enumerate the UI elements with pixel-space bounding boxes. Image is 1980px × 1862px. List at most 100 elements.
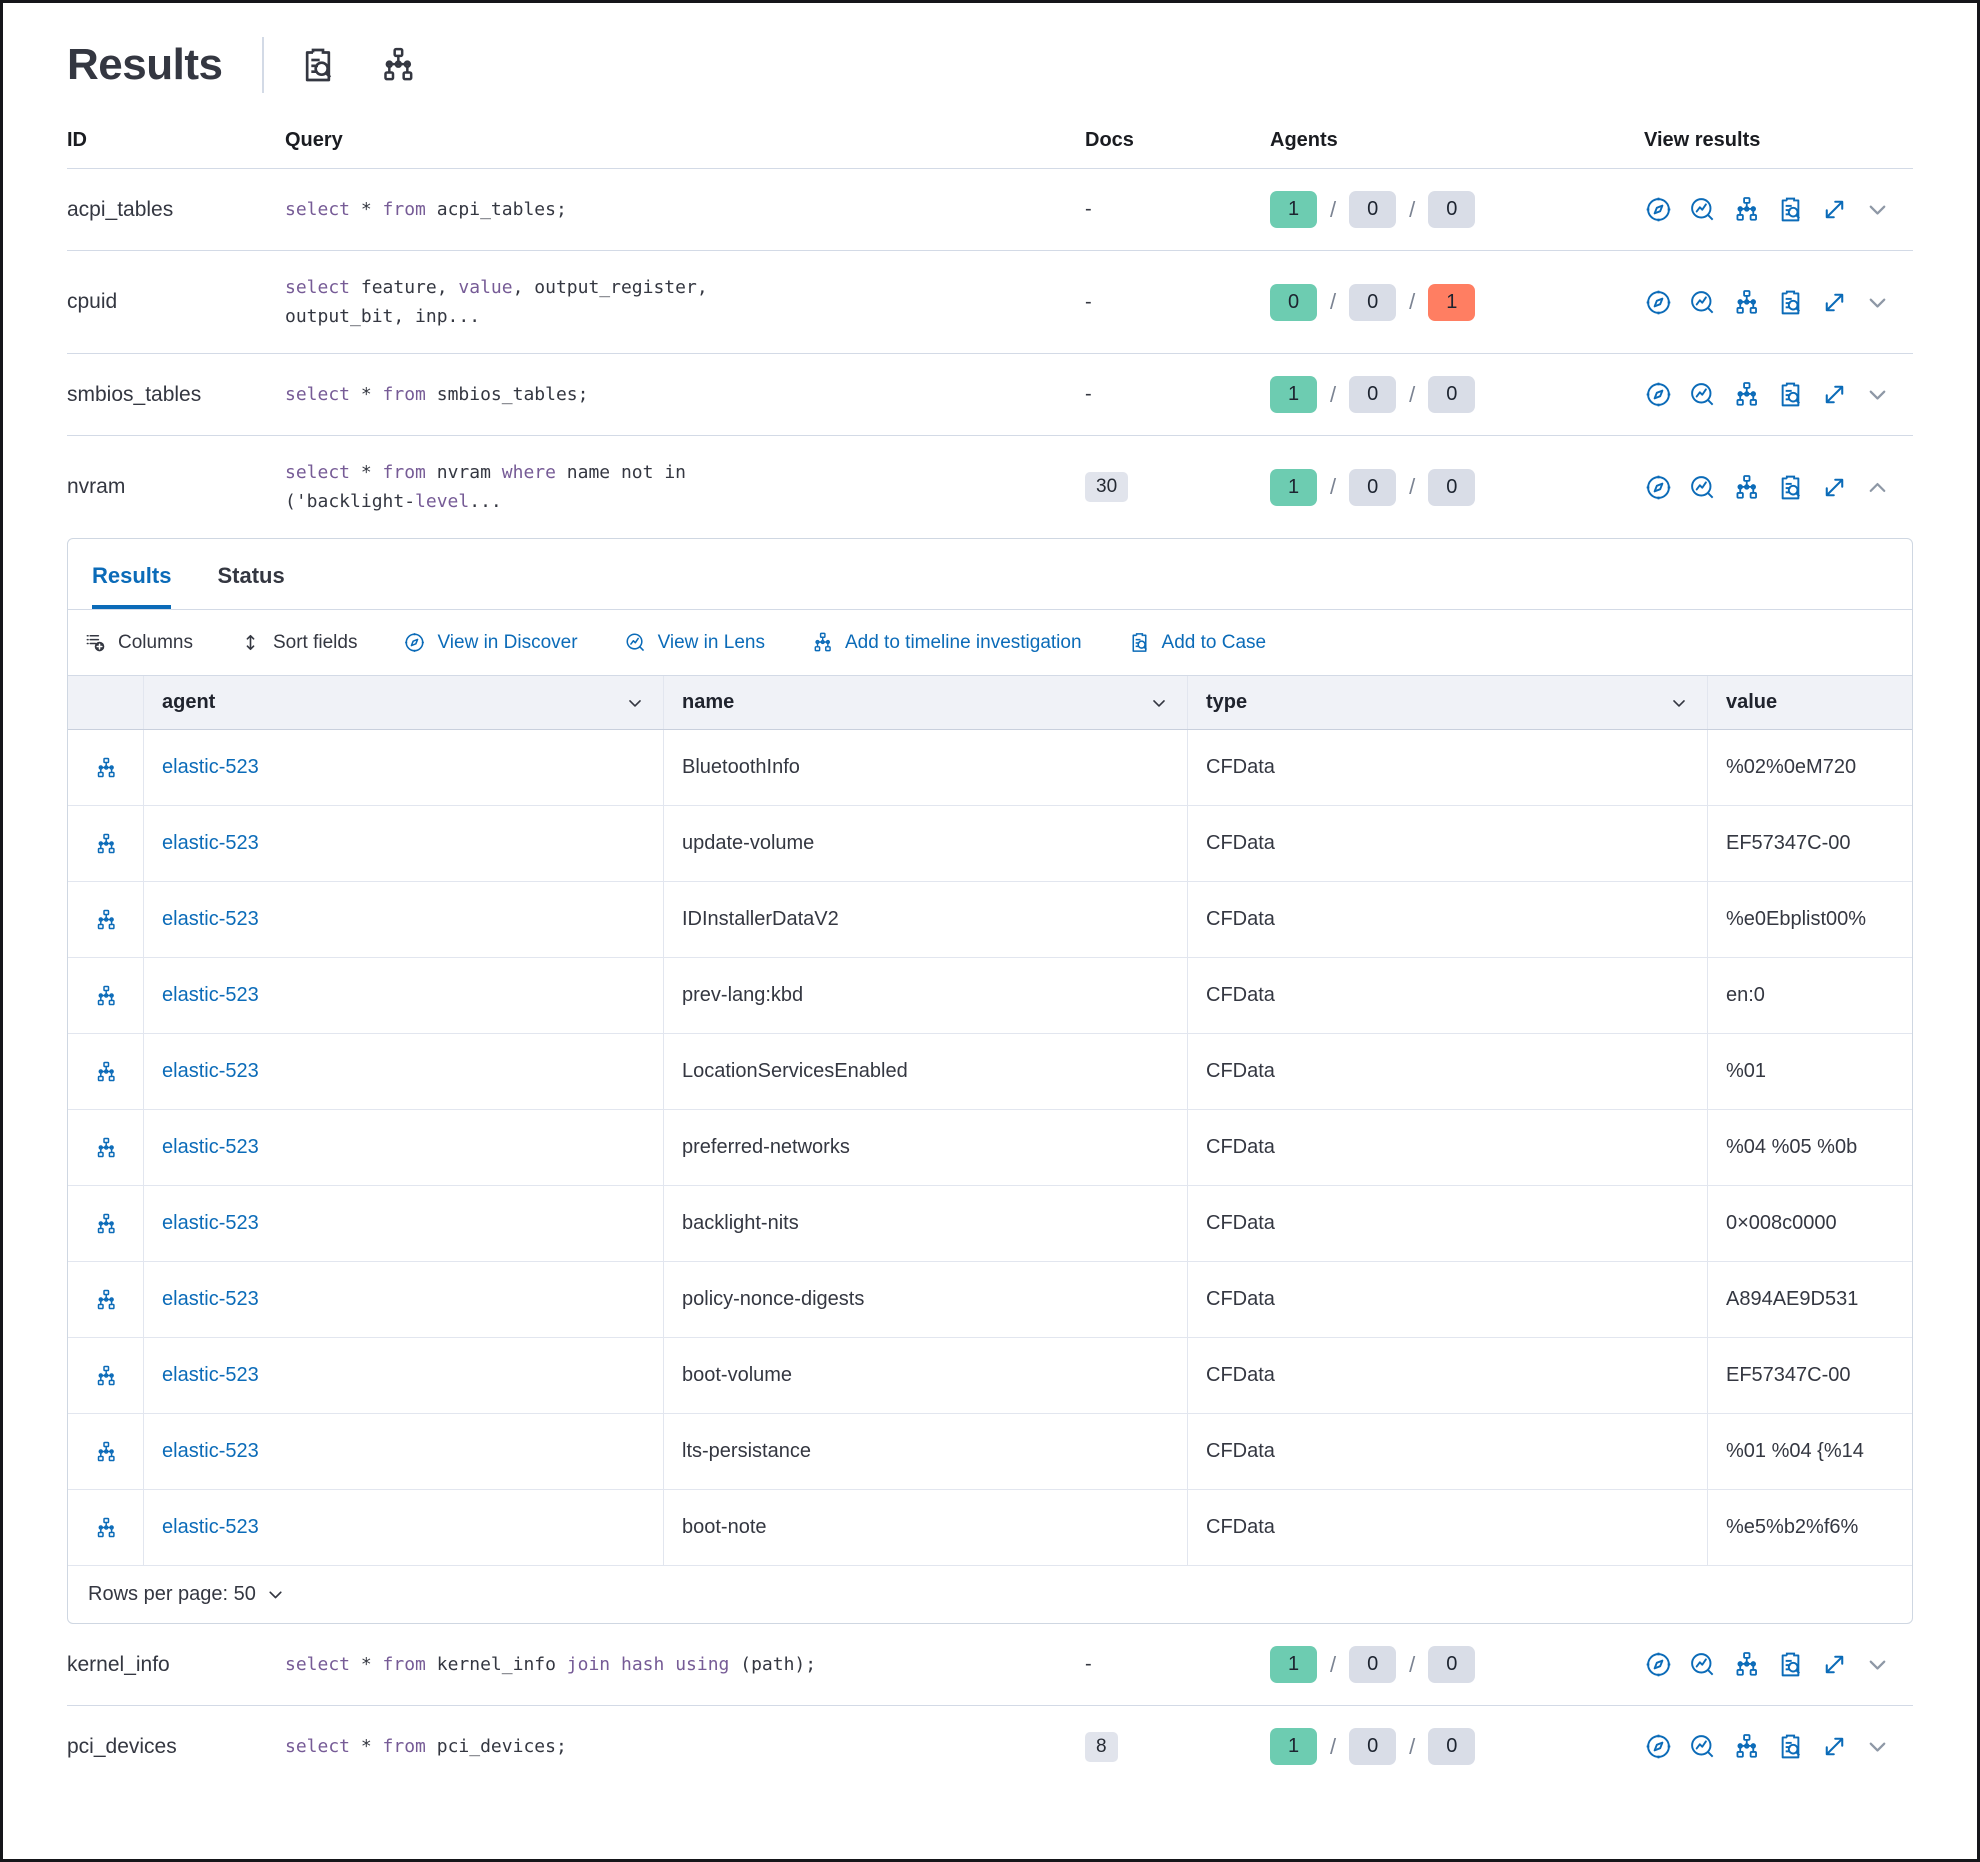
grid-body: elastic-523 BluetoothInfo CFData %02%0eM… [68,730,1912,1566]
lens-icon[interactable] [1688,380,1717,409]
tab-status[interactable]: Status [217,563,285,588]
agent-link[interactable]: elastic-523 [162,1440,259,1462]
timeline-tree-icon[interactable] [94,1516,118,1540]
agent-link[interactable]: elastic-523 [162,908,259,930]
discover-compass-icon[interactable] [1644,473,1673,502]
agents-failed-badge: 0 [1428,468,1476,506]
type-cell: CFData [1188,1338,1708,1413]
grid-column-header-name[interactable]: name [664,676,1188,729]
toolbar-view-in-discover[interactable]: View in Discover [403,631,578,654]
timeline-tree-icon[interactable] [94,1060,118,1084]
lens-icon[interactable] [1688,473,1717,502]
add-to-case-icon[interactable] [1776,195,1805,224]
expand-icon[interactable] [1820,195,1849,224]
rows-per-page-control[interactable]: Rows per page: 50 [88,1583,256,1605]
grid-row: elastic-523 boot-volume CFData EF57347C-… [68,1338,1912,1414]
timeline-tree-icon[interactable] [1732,1650,1761,1679]
docs-count: - [1085,1653,1092,1675]
chevron-down-icon[interactable] [625,693,645,713]
discover-compass-icon[interactable] [1644,288,1673,317]
timeline-tree-icon[interactable] [94,1136,118,1160]
timeline-tree-icon[interactable] [94,1440,118,1464]
discover-compass-icon[interactable] [1644,380,1673,409]
timeline-tree-icon[interactable] [94,908,118,932]
grid-column-header-agent[interactable]: agent [144,676,664,729]
query-rows-top: acpi_tables select * from acpi_tables; -… [67,169,1913,538]
add-to-case-icon[interactable] [1776,1732,1805,1761]
tab-results[interactable]: Results [92,563,172,609]
value-cell: EF57347C-00 [1726,832,1851,854]
expand-icon[interactable] [1820,473,1849,502]
agent-link[interactable]: elastic-523 [162,984,259,1006]
expand-icon[interactable] [1820,288,1849,317]
toolbar-add-to-case[interactable]: Add to Case [1128,631,1266,654]
add-to-case-icon[interactable] [1776,380,1805,409]
name-cell: update-volume [664,806,1188,881]
row-expand-chevron[interactable] [1864,196,1891,223]
type-cell: CFData [1188,1186,1708,1261]
row-expand-chevron[interactable] [1864,1733,1891,1760]
timeline-tree-icon[interactable] [1732,473,1761,502]
timeline-tree-icon[interactable] [94,756,118,780]
chevron-down-icon[interactable] [265,1584,286,1605]
query-id: smbios_tables [67,382,202,406]
lens-icon[interactable] [1688,1650,1717,1679]
query-row: cpuid select feature, value, output_regi… [67,251,1913,354]
query-id: cpuid [67,290,118,313]
query-row: kernel_info select * from kernel_info jo… [67,1624,1913,1706]
toolbar-sort-fields[interactable]: Sort fields [239,631,357,654]
expand-icon[interactable] [1820,1732,1849,1761]
discover-compass-icon[interactable] [1644,1732,1673,1761]
lens-icon[interactable] [1688,288,1717,317]
agent-link[interactable]: elastic-523 [162,1288,259,1310]
timeline-tree-icon[interactable] [94,1212,118,1236]
add-to-case-icon[interactable] [1776,288,1805,317]
agent-link[interactable]: elastic-523 [162,832,259,854]
agent-link[interactable]: elastic-523 [162,756,259,778]
agent-link[interactable]: elastic-523 [162,1212,259,1234]
value-cell: A894AE9D531 [1726,1288,1859,1310]
timeline-tree-icon[interactable] [1732,1732,1761,1761]
row-action-cell [68,1338,144,1413]
agent-link[interactable]: elastic-523 [162,1060,259,1082]
timeline-tree-icon[interactable] [94,1364,118,1388]
chevron-down-icon[interactable] [1669,693,1689,713]
clipboard-search-icon[interactable] [298,45,338,85]
add-to-case-icon[interactable] [1776,473,1805,502]
discover-compass-icon[interactable] [1644,195,1673,224]
lens-icon[interactable] [1688,195,1717,224]
agent-link[interactable]: elastic-523 [162,1364,259,1386]
row-expand-chevron[interactable] [1864,1651,1891,1678]
toolbar-view-in-lens[interactable]: View in Lens [624,631,765,654]
expand-icon[interactable] [1820,1650,1849,1679]
chevron-down-icon[interactable] [1149,693,1169,713]
expand-icon[interactable] [1820,380,1849,409]
value-cell: %e5%b2%f6% [1726,1516,1859,1538]
grid-row: elastic-523 BluetoothInfo CFData %02%0eM… [68,730,1912,806]
grid-column-header-value[interactable]: value [1726,691,1778,713]
row-expand-chevron[interactable] [1864,474,1891,501]
add-to-case-icon[interactable] [1776,1650,1805,1679]
agents-success-badge: 1 [1270,468,1317,506]
agent-link[interactable]: elastic-523 [162,1136,259,1158]
grid-column-header-type[interactable]: type [1188,676,1708,729]
agent-link[interactable]: elastic-523 [162,1516,259,1538]
toolbar-add-to-timeline-investigation[interactable]: Add to timeline investigation [811,631,1082,654]
timeline-tree-icon[interactable] [94,1288,118,1312]
grid-footer: Rows per page: 50 [68,1566,1912,1623]
lens-icon[interactable] [1688,1732,1717,1761]
timeline-tree-icon[interactable] [1732,195,1761,224]
timeline-tree-icon[interactable] [1732,288,1761,317]
timeline-tree-icon[interactable] [378,45,418,85]
value-cell: EF57347C-00 [1726,1364,1851,1386]
agents-pending-badge: 0 [1349,376,1397,413]
timeline-tree-icon[interactable] [94,832,118,856]
row-expand-chevron[interactable] [1864,289,1891,316]
column-header-query: Query [285,129,343,151]
timeline-tree-icon[interactable] [94,984,118,1008]
timeline-tree-icon[interactable] [1732,380,1761,409]
toolbar-columns[interactable]: Columns [84,631,193,654]
discover-compass-icon[interactable] [1644,1650,1673,1679]
column-header-agents: Agents [1270,129,1338,151]
row-expand-chevron[interactable] [1864,381,1891,408]
